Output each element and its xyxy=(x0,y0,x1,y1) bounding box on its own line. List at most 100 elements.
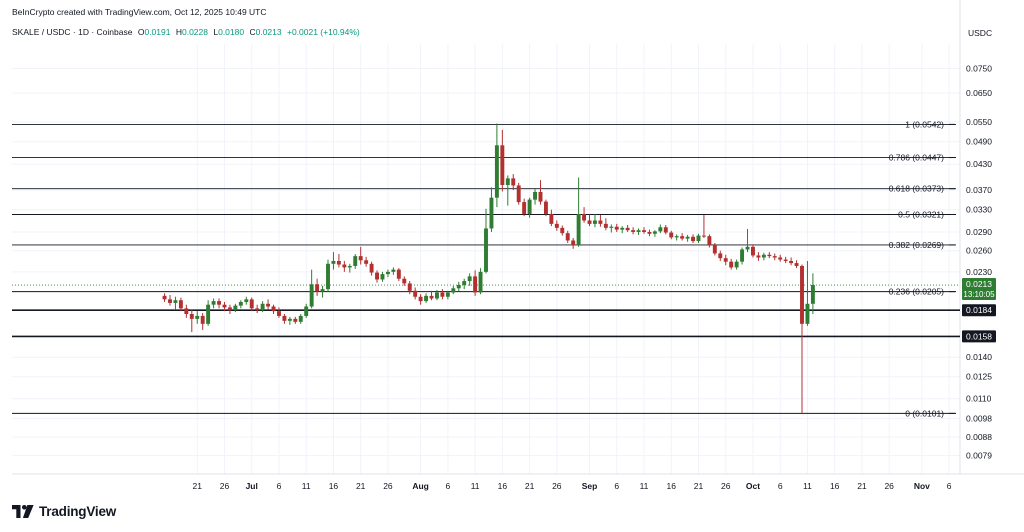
y-tick-label: 0.0230 xyxy=(966,267,992,277)
y-tick-label: 0.0490 xyxy=(966,137,992,147)
y-tick-label: 0.0550 xyxy=(966,117,992,127)
candle-body xyxy=(778,257,783,260)
x-tick-label: 26 xyxy=(383,481,393,491)
candle-body xyxy=(707,236,712,246)
candle-body xyxy=(336,260,341,265)
candle-body xyxy=(424,295,429,302)
candle-body xyxy=(287,318,292,321)
candle-body xyxy=(227,307,232,311)
y-tick-label: 0.0290 xyxy=(966,227,992,237)
bar-countdown: 13:10:05 xyxy=(963,290,995,299)
x-tick-label: Sep xyxy=(582,481,598,491)
candle-body xyxy=(533,191,537,200)
candle-body xyxy=(173,300,178,303)
y-tick-label: 0.0430 xyxy=(966,159,992,169)
candle-body xyxy=(625,227,630,231)
y-tick-label: 0.0140 xyxy=(966,352,992,362)
candle-body xyxy=(364,260,369,264)
ohlc-open-value: 0.0191 xyxy=(144,27,171,37)
symbol-title: SKALE / USDC · 1D · Coinbase xyxy=(12,27,133,37)
candle-body xyxy=(571,240,576,246)
fib-level-label: 0.5 (0.0321) xyxy=(898,209,944,219)
candle-body xyxy=(451,288,456,293)
x-tick-label: 21 xyxy=(525,481,535,491)
candle-body xyxy=(195,315,200,319)
candle-body xyxy=(342,264,347,268)
candlestick-chart[interactable]: 1 (0.0542)0.786 (0.0447)0.618 (0.0373)0.… xyxy=(0,0,1024,500)
candle-body xyxy=(266,303,271,307)
candle-body xyxy=(385,271,390,275)
grid-layer xyxy=(12,0,1024,475)
candle-body xyxy=(680,236,685,239)
candle-body xyxy=(560,227,565,234)
x-tick-label: Jul xyxy=(246,481,258,491)
candle-body xyxy=(473,276,478,293)
y-tick-label: 0.0125 xyxy=(966,372,992,382)
candle-body xyxy=(178,300,183,309)
candle-body xyxy=(435,292,439,299)
candle-body xyxy=(358,256,363,261)
candle-body xyxy=(467,276,472,282)
x-tick-label: 11 xyxy=(471,481,480,491)
x-tick-label: 11 xyxy=(803,481,812,491)
support-level-badge xyxy=(962,330,996,343)
candle-body xyxy=(200,315,205,324)
last-price-badge xyxy=(962,278,996,301)
x-tick-label: 6 xyxy=(277,481,282,491)
candle-body xyxy=(658,227,663,232)
candle-body xyxy=(255,308,260,311)
y-tick-label: 0.0098 xyxy=(966,414,992,424)
candle-body xyxy=(582,213,587,221)
candle-body xyxy=(494,145,499,198)
ohlc-low-key: L xyxy=(213,27,219,37)
candle-body xyxy=(783,259,788,261)
candle-body xyxy=(293,318,298,322)
candle-body xyxy=(800,265,804,324)
candle-body xyxy=(217,301,221,305)
candle-body xyxy=(484,228,488,272)
candle-body xyxy=(810,285,815,304)
candle-body xyxy=(527,199,532,214)
candle-body xyxy=(522,202,527,214)
axis-layer: 0.0750 0.0650 0.0550 0.0490 0.0430 0.0370 0.03… xyxy=(193,64,996,491)
candle-body xyxy=(462,281,467,286)
candle-body xyxy=(353,256,358,266)
candle-body xyxy=(805,303,810,324)
x-tick-label: Aug xyxy=(412,481,429,491)
brand-name: TradingView xyxy=(39,504,117,519)
candle-body xyxy=(647,231,652,234)
candle-body xyxy=(756,255,761,258)
candle-body xyxy=(593,220,597,224)
candle-body xyxy=(636,230,641,232)
candle-body xyxy=(543,201,548,214)
candle-body xyxy=(674,236,679,238)
candle-body xyxy=(652,231,657,234)
candle-body xyxy=(418,296,423,302)
candle-body xyxy=(489,197,494,229)
candle-body xyxy=(396,269,401,279)
candle-body xyxy=(211,301,216,305)
y-tick-label: 0.0088 xyxy=(966,432,992,442)
x-tick-label: 16 xyxy=(498,481,508,491)
x-tick-label: 26 xyxy=(552,481,562,491)
candle-body xyxy=(456,285,461,289)
fib-level-label: 0.382 (0.0269) xyxy=(889,240,944,250)
candle-body xyxy=(701,235,706,237)
candle-body xyxy=(380,274,385,280)
candle-body xyxy=(614,226,619,230)
x-tick-label: 11 xyxy=(640,481,649,491)
candle-body xyxy=(391,269,396,272)
y-tick-label: 0.0650 xyxy=(966,88,992,98)
candle-body xyxy=(620,227,625,230)
candle-body xyxy=(554,223,559,228)
fib-level-label: 0.786 (0.0447) xyxy=(889,153,944,163)
tradingview-logo[interactable]: TradingView xyxy=(12,504,116,519)
candle-body xyxy=(271,306,276,312)
candle-body xyxy=(429,295,434,299)
candle-body xyxy=(331,260,336,264)
x-tick-label: 6 xyxy=(947,481,952,491)
candle-body xyxy=(277,311,281,316)
candle-body xyxy=(244,299,249,303)
y-tick-label: 0.0750 xyxy=(966,64,992,74)
candle-body xyxy=(184,308,189,314)
